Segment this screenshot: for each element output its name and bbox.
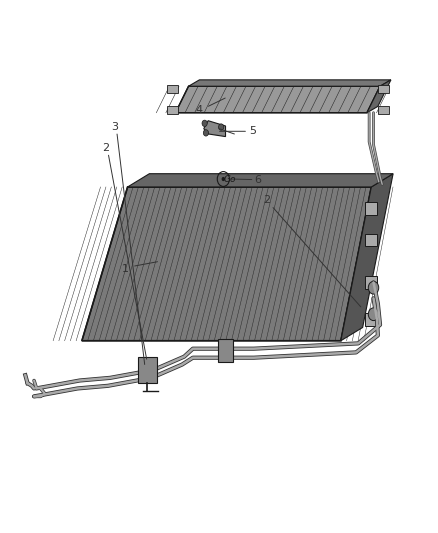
Bar	[167, 85, 178, 93]
Bar	[167, 106, 178, 114]
Text: 4: 4	[196, 105, 203, 115]
Polygon shape	[176, 86, 380, 113]
Bar	[365, 202, 377, 215]
Polygon shape	[188, 80, 391, 86]
Text: Go: Go	[224, 175, 236, 184]
Bar	[365, 313, 377, 326]
Text: 2: 2	[263, 195, 270, 205]
Text: 6: 6	[254, 174, 261, 184]
Circle shape	[368, 308, 379, 320]
Circle shape	[219, 124, 224, 130]
Bar	[138, 357, 157, 383]
Circle shape	[203, 130, 208, 136]
Bar	[365, 276, 377, 289]
Bar	[365, 233, 377, 246]
Bar	[378, 106, 389, 114]
Polygon shape	[82, 187, 371, 341]
Circle shape	[202, 120, 207, 126]
Polygon shape	[127, 174, 393, 187]
Text: 3: 3	[111, 122, 118, 132]
Circle shape	[222, 177, 225, 181]
Polygon shape	[204, 120, 226, 136]
Polygon shape	[341, 174, 393, 341]
Bar	[378, 85, 389, 93]
Polygon shape	[367, 80, 391, 113]
Circle shape	[368, 281, 379, 294]
Bar	[218, 338, 233, 362]
Text: 5: 5	[250, 126, 256, 136]
Text: 1: 1	[122, 264, 129, 274]
Text: 2: 2	[102, 143, 110, 153]
